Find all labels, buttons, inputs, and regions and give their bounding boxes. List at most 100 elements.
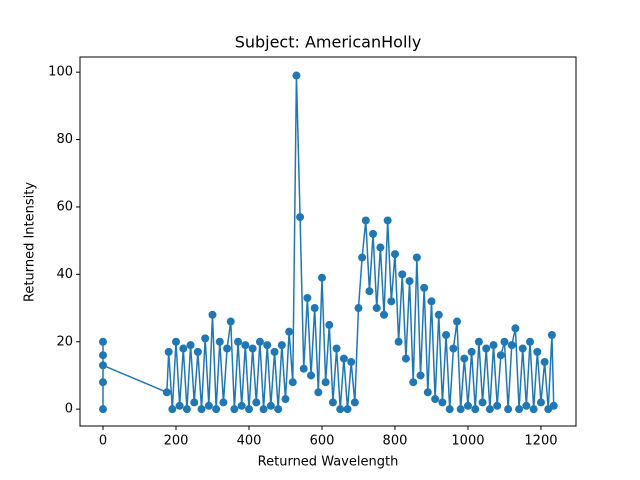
data-point — [204, 401, 213, 410]
data-point — [226, 317, 235, 326]
data-point — [263, 341, 272, 350]
data-point — [380, 310, 389, 319]
data-point — [463, 401, 472, 410]
data-point — [285, 327, 294, 336]
y-axis-label: Returned Intensity — [23, 182, 38, 302]
x-axis-label: Returned Wavelength — [258, 455, 399, 470]
data-point — [223, 344, 232, 353]
data-point — [182, 405, 191, 414]
data-point — [201, 334, 210, 343]
data-point — [252, 398, 261, 407]
data-point — [474, 337, 483, 346]
data-point — [347, 357, 356, 366]
data-point — [296, 213, 305, 222]
data-point — [248, 344, 257, 353]
data-point — [405, 277, 414, 286]
data-point — [358, 253, 367, 262]
x-tick-label: 0 — [99, 434, 107, 449]
data-point — [445, 405, 454, 414]
data-point — [478, 398, 487, 407]
data-point — [496, 351, 505, 360]
data-point — [343, 405, 352, 414]
data-point — [518, 344, 527, 353]
data-point — [442, 331, 451, 340]
y-tick-label: 20 — [56, 334, 73, 349]
data-point — [321, 378, 330, 387]
data-point — [536, 398, 545, 407]
x-tick-label: 200 — [164, 434, 189, 449]
data-point — [460, 354, 469, 363]
data-point — [270, 347, 279, 356]
data-point — [307, 371, 316, 380]
data-point — [255, 337, 264, 346]
data-point — [171, 337, 180, 346]
data-point — [515, 405, 524, 414]
y-tick-label: 60 — [56, 199, 73, 214]
data-point — [317, 273, 326, 282]
data-point — [420, 283, 429, 292]
data-point — [412, 253, 421, 262]
data-point — [507, 341, 516, 350]
data-point — [409, 378, 418, 387]
data-point — [241, 341, 250, 350]
data-point — [98, 337, 107, 346]
data-point — [310, 304, 319, 313]
data-point — [98, 361, 107, 370]
data-point — [259, 405, 268, 414]
data-point — [299, 364, 308, 373]
data-line — [102, 75, 555, 410]
x-tick-label: 800 — [383, 434, 408, 449]
data-point — [504, 405, 513, 414]
data-point — [190, 398, 199, 407]
data-point — [215, 337, 224, 346]
data-point — [467, 347, 476, 356]
data-point — [164, 347, 173, 356]
data-point — [292, 71, 301, 80]
y-tick-label: 100 — [48, 65, 73, 80]
data-point — [98, 378, 107, 387]
data-point — [179, 344, 188, 353]
data-point — [372, 304, 381, 313]
data-point — [365, 287, 374, 296]
data-point — [186, 341, 195, 350]
data-point — [197, 405, 206, 414]
plot-frame — [79, 56, 577, 427]
data-point — [394, 337, 403, 346]
data-point — [522, 401, 531, 410]
data-point — [98, 351, 107, 360]
data-point — [526, 337, 535, 346]
data-point — [549, 401, 558, 410]
y-tick-label: 80 — [56, 132, 73, 147]
data-point — [339, 354, 348, 363]
data-point — [193, 347, 202, 356]
data-point — [434, 310, 443, 319]
data-point — [482, 344, 491, 353]
data-point — [234, 337, 243, 346]
data-point — [398, 270, 407, 279]
x-tick-label: 400 — [237, 434, 262, 449]
data-point — [288, 378, 297, 387]
data-point — [456, 405, 465, 414]
data-point — [230, 405, 239, 414]
data-point — [453, 317, 462, 326]
data-point — [416, 371, 425, 380]
data-point — [325, 320, 334, 329]
data-point — [350, 398, 359, 407]
data-point — [500, 337, 509, 346]
data-point — [354, 304, 363, 313]
data-point — [361, 216, 370, 225]
data-point — [244, 405, 253, 414]
data-point — [266, 401, 275, 410]
x-tick-label: 1200 — [524, 434, 557, 449]
x-tick-label: 1000 — [451, 434, 484, 449]
data-point — [219, 398, 228, 407]
data-point — [168, 405, 177, 414]
x-tick-label: 600 — [310, 434, 335, 449]
data-point — [423, 388, 432, 397]
chart-title: Subject: AmericanHolly — [235, 33, 422, 52]
data-point — [328, 398, 337, 407]
data-point — [237, 401, 246, 410]
data-point — [376, 243, 385, 252]
data-point — [274, 405, 283, 414]
data-point — [369, 229, 378, 238]
